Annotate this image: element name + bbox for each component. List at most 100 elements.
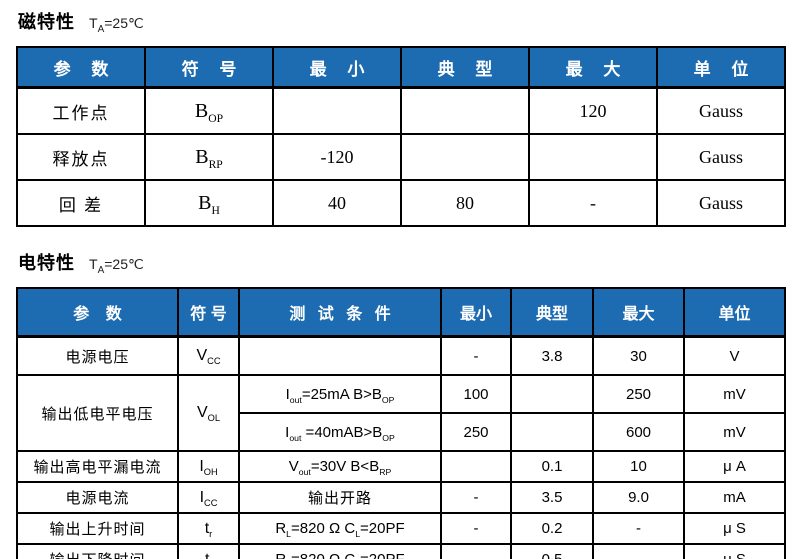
- max-cell: [528, 133, 658, 181]
- electrical-test-condition: TA=25℃: [89, 256, 144, 276]
- typical-cell: 0.5: [510, 543, 594, 559]
- typical-cell: 0.1: [510, 450, 594, 483]
- symbol-cell: BOP: [144, 86, 274, 135]
- min-cell: 250: [440, 412, 512, 452]
- max-cell: -: [528, 179, 658, 227]
- max-cell: 30: [592, 335, 685, 376]
- unit-cell: Gauss: [656, 86, 786, 135]
- max-cell: -: [592, 512, 685, 545]
- max-cell: 9.0: [592, 481, 685, 514]
- unit-cell: μ S: [683, 512, 786, 545]
- test-condition-cell: Iout =40mAB>BOP: [238, 412, 442, 452]
- unit-cell: Gauss: [656, 133, 786, 181]
- magnetic-test-condition: TA=25℃: [89, 15, 144, 35]
- min-cell: [440, 450, 512, 483]
- typical-cell: [400, 86, 530, 135]
- unit-cell: μ S: [683, 543, 786, 559]
- header-symbol: 符 号: [144, 46, 274, 89]
- unit-cell: mA: [683, 481, 786, 514]
- unit-cell: V: [683, 335, 786, 376]
- electrical-section-title: 电特性: [18, 253, 75, 273]
- typical-cell: 0.2: [510, 512, 594, 545]
- param-cell: 回 差: [16, 179, 146, 227]
- typical-cell: 3.8: [510, 335, 594, 376]
- electrical-table-body: 电源电压 VCC - 3.8 30 V 输出低电平电压 VOL Iout=25m…: [16, 335, 786, 559]
- param-cell: 电源电流: [16, 481, 179, 514]
- param-cell: 输出上升时间: [16, 512, 179, 545]
- symbol-cell: tf: [177, 543, 240, 559]
- unit-cell: Gauss: [656, 179, 786, 227]
- param-cell: 电源电压: [16, 335, 179, 376]
- symbol-cell: BH: [144, 179, 274, 227]
- test-condition-cell: [238, 335, 442, 376]
- magnetic-table-body: 工作点 BOP 120 Gauss 释放点 BRP -120 Gauss 回 差…: [16, 86, 786, 227]
- header-typical: 典 型: [400, 46, 530, 89]
- table-row-release-point: 释放点 BRP -120 Gauss: [16, 133, 786, 181]
- table-row-output-low-voltage-1: 输出低电平电压 VOL Iout=25mA B>BOP 100 250 mV: [16, 374, 786, 452]
- test-condition-cell: Iout=25mA B>BOP: [238, 374, 442, 414]
- unit-cell: μ A: [683, 450, 786, 483]
- min-cell: 40: [272, 179, 402, 227]
- table-row-supply-current: 电源电流 ICC 输出开路 - 3.5 9.0 mA: [16, 481, 786, 514]
- min-cell: -: [440, 512, 512, 545]
- symbol-cell: VOL: [177, 374, 240, 452]
- table-row-operate-point: 工作点 BOP 120 Gauss: [16, 86, 786, 135]
- max-cell: 250: [592, 374, 685, 414]
- electrical-characteristics-table: 参 数 符 号 测 试 条 件 最小 典型 最大 单位 电源电压 VCC - 3…: [16, 287, 786, 559]
- max-cell: 10: [592, 450, 685, 483]
- header-symbol: 符 号: [177, 287, 240, 338]
- magnetic-section-title: 磁特性: [18, 12, 75, 32]
- electrical-section-header: 电特性 TA=25℃: [18, 249, 784, 275]
- typical-cell: 80: [400, 179, 530, 227]
- test-condition-cell: RL=820 Ω CL=20PF: [238, 543, 442, 559]
- header-min: 最 小: [272, 46, 402, 89]
- test-condition-cell: Vout=30V B<BRP: [238, 450, 442, 483]
- magnetic-section-header: 磁特性 TA=25℃: [18, 8, 784, 34]
- header-typical: 典型: [510, 287, 594, 338]
- electrical-table-header: 参 数 符 号 测 试 条 件 最小 典型 最大 单位: [16, 287, 786, 338]
- min-cell: -: [440, 335, 512, 376]
- magnetic-characteristics-table: 参 数 符 号 最 小 典 型 最 大 单 位 工作点 BOP 120 Gaus…: [16, 46, 786, 227]
- param-cell: 释放点: [16, 133, 146, 181]
- typical-cell: [400, 133, 530, 181]
- header-unit: 单位: [683, 287, 786, 338]
- typical-cell: 3.5: [510, 481, 594, 514]
- header-unit: 单 位: [656, 46, 786, 89]
- table-row-output-leakage-current: 输出高电平漏电流 IOH Vout=30V B<BRP 0.1 10 μ A: [16, 450, 786, 483]
- test-condition-cell: 输出开路: [238, 481, 442, 514]
- unit-cell: mV: [683, 374, 786, 414]
- header-row: 参 数 符 号 最 小 典 型 最 大 单 位: [16, 46, 786, 89]
- table-row-hysteresis: 回 差 BH 40 80 - Gauss: [16, 179, 786, 227]
- header-max: 最 大: [528, 46, 658, 89]
- typical-cell: [510, 374, 594, 414]
- test-condition-cell: RL=820 Ω CL=20PF: [238, 512, 442, 545]
- typical-cell: [510, 412, 594, 452]
- symbol-cell: IOH: [177, 450, 240, 483]
- param-cell: 输出下降时间: [16, 543, 179, 559]
- table-row-output-fall-time: 输出下降时间 tf RL=820 Ω CL=20PF - 0.5 - μ S: [16, 543, 786, 559]
- header-parameter: 参 数: [16, 46, 146, 89]
- min-cell: -120: [272, 133, 402, 181]
- header-max: 最大: [592, 287, 685, 338]
- symbol-cell: VCC: [177, 335, 240, 376]
- param-cell: 工作点: [16, 86, 146, 135]
- min-cell: -: [440, 543, 512, 559]
- symbol-cell: ICC: [177, 481, 240, 514]
- header-parameter: 参 数: [16, 287, 179, 338]
- param-cell: 输出高电平漏电流: [16, 450, 179, 483]
- min-cell: [272, 86, 402, 135]
- header-row: 参 数 符 号 测 试 条 件 最小 典型 最大 单位: [16, 287, 786, 338]
- symbol-cell: tr: [177, 512, 240, 545]
- table-row-output-low-voltage-2: Iout =40mAB>BOP 250 600 mV: [17, 412, 786, 452]
- max-cell: 120: [528, 86, 658, 135]
- header-min: 最小: [440, 287, 512, 338]
- magnetic-table-header: 参 数 符 号 最 小 典 型 最 大 单 位: [16, 46, 786, 89]
- symbol-cell: BRP: [144, 133, 274, 181]
- min-cell: 100: [440, 374, 512, 414]
- param-cell: 输出低电平电压: [16, 374, 179, 452]
- min-cell: -: [440, 481, 512, 514]
- header-test-condition: 测 试 条 件: [238, 287, 442, 338]
- table-row-supply-voltage: 电源电压 VCC - 3.8 30 V: [16, 335, 786, 376]
- unit-cell: mV: [683, 412, 786, 452]
